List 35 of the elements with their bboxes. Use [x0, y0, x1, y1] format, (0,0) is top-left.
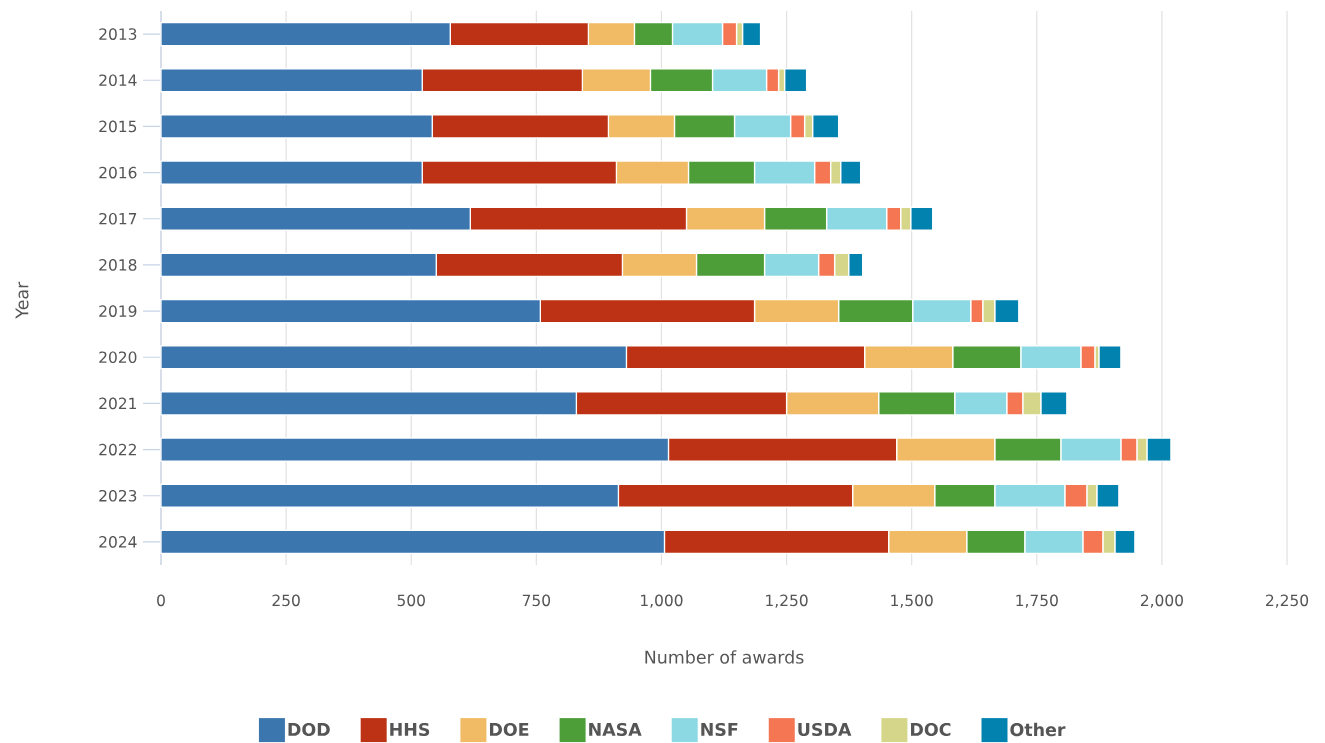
- y-tick-label: 2017: [99, 212, 137, 225]
- y-tick-label: 2021: [99, 397, 137, 410]
- x-tick-label: 1,750: [1016, 594, 1058, 608]
- y-tick-label: 2014: [99, 74, 137, 87]
- y-axis-title: Year: [15, 281, 29, 319]
- legend-label: DOD: [288, 722, 330, 737]
- legend-label: DOE: [489, 722, 529, 737]
- y-tick-label: 2018: [99, 259, 137, 271]
- y-tick-label: 2023: [99, 489, 137, 502]
- bar: [783, 68, 808, 93]
- x-tick-label: 0: [157, 594, 165, 607]
- x-tick-label: 2,250: [1266, 594, 1309, 608]
- x-tick-label: 250: [272, 594, 300, 607]
- y-tick-label: 2024: [99, 536, 137, 548]
- x-tick-label: 750: [522, 594, 551, 607]
- y-tick-label: 2016: [99, 166, 137, 179]
- x-tick-label: 1,250: [766, 594, 808, 608]
- legend-label: NSF: [701, 722, 738, 737]
- bar: [1098, 345, 1122, 370]
- y-tick-label: 2020: [99, 351, 137, 364]
- x-tick-label: 1,000: [641, 594, 683, 608]
- x-axis-title: Number of awards: [645, 650, 804, 664]
- legend-label: NASA: [589, 722, 642, 737]
- x-tick-label: 2,000: [1140, 594, 1183, 608]
- legend-label: Other: [1010, 722, 1066, 737]
- legend-label: DOC: [911, 722, 951, 737]
- y-tick-label: 2015: [99, 120, 137, 133]
- y-tick-label: 2019: [99, 305, 137, 317]
- x-tick-label: 1,500: [891, 594, 933, 608]
- legend-label: HHS: [390, 722, 430, 737]
- x-tick-label: 500: [397, 594, 425, 607]
- legend-label: USDA: [798, 722, 852, 737]
- y-tick-label: 2013: [99, 28, 137, 40]
- y-tick-label: 2022: [99, 443, 136, 456]
- bar: [741, 21, 762, 47]
